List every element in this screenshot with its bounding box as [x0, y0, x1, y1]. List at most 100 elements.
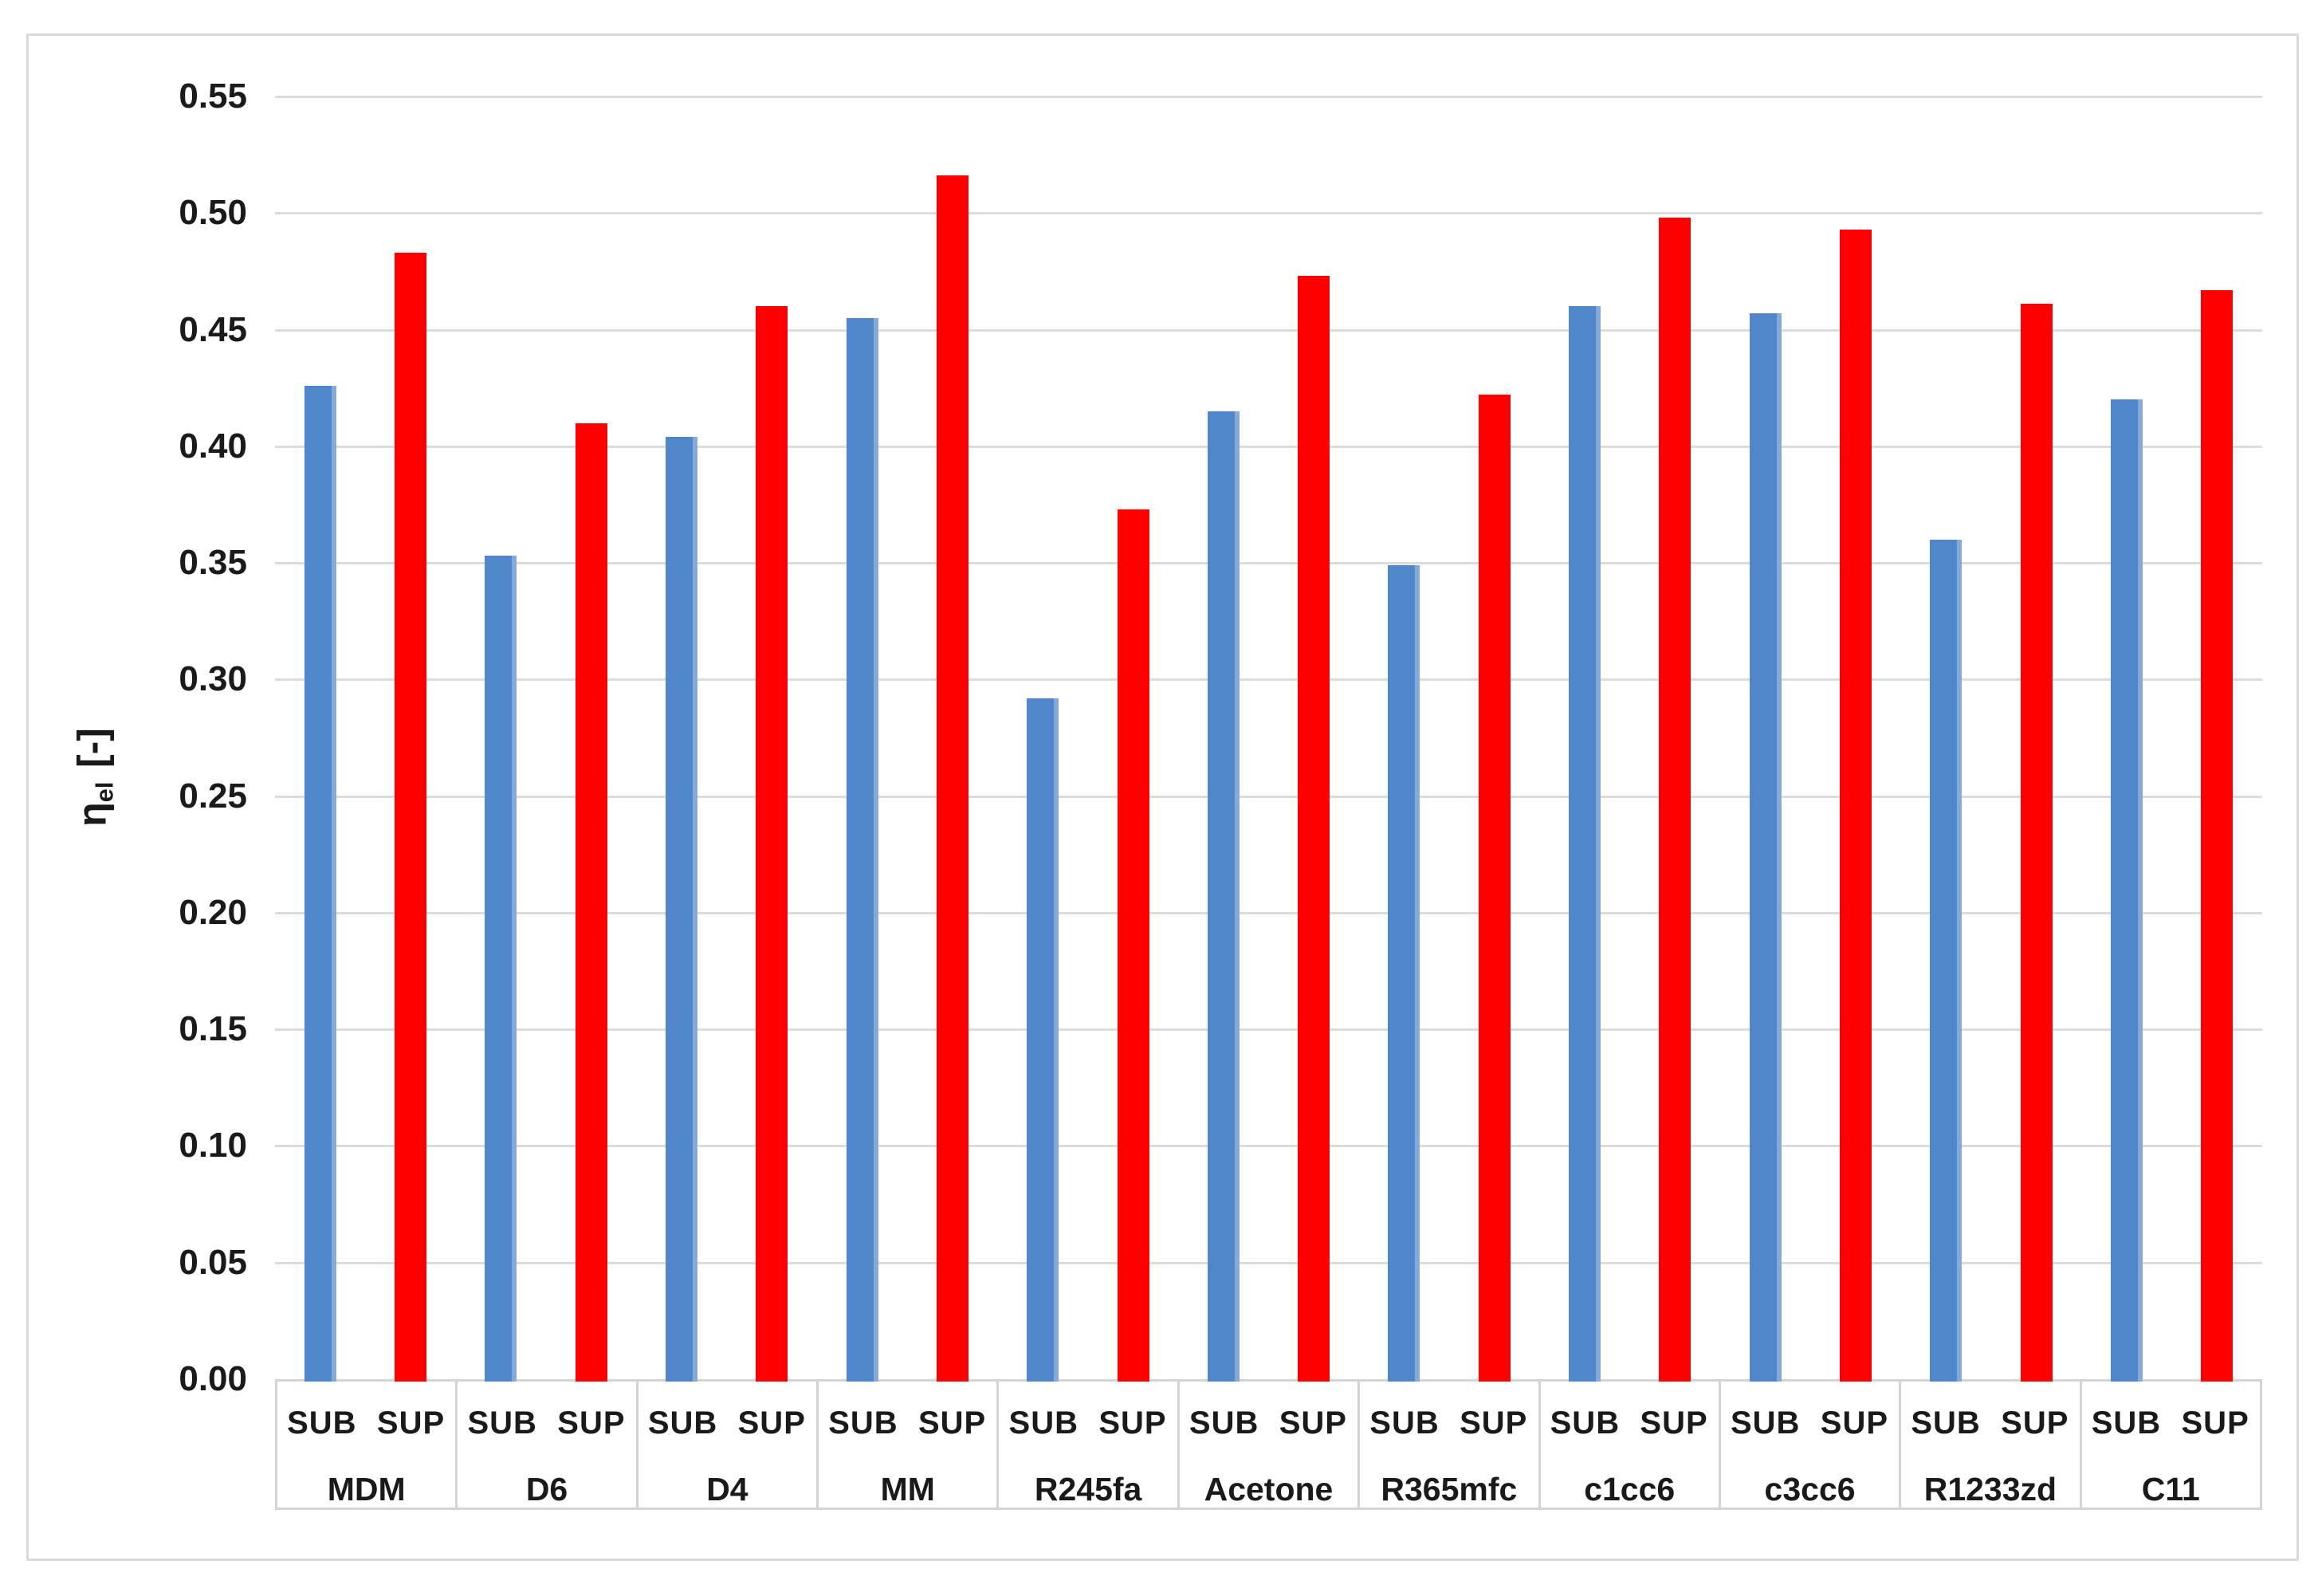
bar-label-row: SUB SUP — [1180, 1405, 1357, 1441]
category-label-c3cc6: c3cc6 — [1764, 1471, 1856, 1508]
bar-label-D4-SUB: SUB — [647, 1405, 718, 1441]
bar-D4-SUB — [666, 437, 697, 1382]
figure-border — [26, 33, 2299, 1561]
group-cell-MM: SUB SUP MM — [819, 1382, 1000, 1508]
bar-R1233zd-SUB — [1930, 540, 1962, 1382]
bar-C11-SUP — [2201, 290, 2233, 1382]
group-cell-c1cc6: SUB SUP c1cc6 — [1541, 1382, 1721, 1508]
bar-label-row: SUB SUP — [2082, 1405, 2260, 1441]
gridline-0.40 — [275, 446, 2262, 448]
bar-label-C11-SUP: SUP — [2181, 1405, 2249, 1441]
bar-MDM-SUP — [395, 253, 426, 1382]
gridline-0.30 — [275, 678, 2262, 681]
group-cell-C11: SUB SUP C11 — [2082, 1382, 2260, 1508]
bar-label-row: SUB SUP — [1901, 1405, 2079, 1441]
bar-label-D6-SUB: SUB — [467, 1405, 537, 1441]
y-tick-label-0.15: 0.15 — [179, 1009, 247, 1048]
gridline-0.15 — [275, 1028, 2262, 1031]
bar-R1233zd-SUP — [2021, 304, 2053, 1382]
group-cell-D4: SUB SUP D4 — [638, 1382, 819, 1508]
bar-label-c1cc6-SUB: SUB — [1550, 1405, 1621, 1441]
bar-label-row: SUB SUP — [458, 1405, 635, 1441]
y-axis-title-unit: [-] — [69, 728, 115, 769]
bar-MM-SUB — [847, 318, 878, 1382]
bar-label-D6-SUP: SUP — [557, 1405, 626, 1441]
category-label-R1233zd: R1233zd — [1923, 1471, 2057, 1508]
bar-Acetone-SUP — [1298, 276, 1330, 1382]
category-label-MM: MM — [880, 1471, 935, 1508]
bar-label-R1233zd-SUB: SUB — [1911, 1405, 1981, 1441]
bar-R365mfc-SUB — [1388, 565, 1420, 1382]
bar-C11-SUB — [2111, 399, 2143, 1382]
bar-R365mfc-SUP — [1479, 395, 1511, 1382]
y-tick-label-0.45: 0.45 — [179, 310, 247, 349]
category-label-MDM: MDM — [327, 1471, 406, 1508]
bar-c3cc6-SUP — [1840, 230, 1872, 1382]
y-tick-label-0.30: 0.30 — [179, 659, 247, 698]
bar-label-MDM-SUB: SUB — [287, 1405, 357, 1441]
y-tick-label-0.10: 0.10 — [179, 1126, 247, 1165]
group-cell-Acetone: SUB SUP Acetone — [1180, 1382, 1361, 1508]
bar-label-C11-SUB: SUB — [2091, 1405, 2162, 1441]
group-cell-D6: SUB SUP D6 — [458, 1382, 638, 1508]
bar-label-row: SUB SUP — [638, 1405, 816, 1441]
category-label-Acetone: Acetone — [1204, 1471, 1334, 1508]
y-tick-label-0.50: 0.50 — [179, 193, 247, 232]
bar-MDM-SUB — [304, 386, 336, 1382]
bar-R245fa-SUP — [1118, 509, 1149, 1382]
category-label-R365mfc: R365mfc — [1381, 1471, 1518, 1508]
category-label-D4: D4 — [706, 1471, 748, 1508]
bar-c1cc6-SUB — [1569, 306, 1601, 1382]
bar-label-R245fa-SUP: SUP — [1098, 1405, 1167, 1441]
y-tick-label-0.05: 0.05 — [179, 1243, 247, 1282]
group-cell-R365mfc: SUB SUP R365mfc — [1360, 1382, 1541, 1508]
bar-label-R245fa-SUB: SUB — [1008, 1405, 1078, 1441]
gridline-0.25 — [275, 796, 2262, 798]
bar-label-MM-SUP: SUP — [917, 1405, 987, 1441]
gridline-0.20 — [275, 912, 2262, 914]
group-cell-R245fa: SUB SUP R245fa — [999, 1382, 1180, 1508]
bar-label-row: SUB SUP — [1360, 1405, 1538, 1441]
bar-D4-SUP — [756, 306, 788, 1382]
category-label-c1cc6: c1cc6 — [1584, 1471, 1676, 1508]
gridline-0.05 — [275, 1262, 2262, 1264]
bar-label-row: SUB SUP — [819, 1405, 996, 1441]
bar-c1cc6-SUP — [1659, 218, 1691, 1382]
gridline-0.10 — [275, 1145, 2262, 1147]
bar-label-Acetone-SUB: SUB — [1189, 1405, 1259, 1441]
bar-label-row: SUB SUP — [277, 1405, 455, 1441]
bar-label-c3cc6-SUB: SUB — [1730, 1405, 1801, 1441]
y-tick-label-0.25: 0.25 — [179, 776, 247, 816]
bar-R245fa-SUB — [1027, 698, 1059, 1382]
bar-label-D4-SUP: SUP — [737, 1405, 806, 1441]
bar-Acetone-SUB — [1208, 411, 1240, 1382]
bar-label-MM-SUB: SUB — [828, 1405, 898, 1441]
category-label-R245fa: R245fa — [1034, 1471, 1142, 1508]
y-tick-label-0.40: 0.40 — [179, 427, 247, 466]
bar-D6-SUP — [576, 423, 607, 1382]
bar-c3cc6-SUB — [1750, 313, 1782, 1382]
y-tick-label-0.55: 0.55 — [179, 77, 247, 116]
y-tick-label-0.20: 0.20 — [179, 893, 247, 932]
bar-label-R365mfc-SUB: SUB — [1369, 1405, 1440, 1441]
group-cell-MDM: SUB SUP MDM — [277, 1382, 458, 1508]
bar-label-row: SUB SUP — [999, 1405, 1177, 1441]
y-tick-label-0.00: 0.00 — [179, 1359, 247, 1398]
bar-label-R365mfc-SUP: SUP — [1460, 1405, 1528, 1441]
bar-MM-SUP — [937, 175, 968, 1382]
group-cell-c3cc6: SUB SUP c3cc6 — [1721, 1382, 1902, 1508]
gridline-0.50 — [275, 212, 2262, 214]
y-tick-label-0.35: 0.35 — [179, 543, 247, 582]
x-axis-table: SUB SUP MDM SUB SUP D6 SUB SUP D4 SUB SUP MM SUB SUP R… — [275, 1379, 2262, 1510]
gridline-0.35 — [275, 562, 2262, 564]
bar-D6-SUB — [485, 556, 517, 1382]
bar-label-R1233zd-SUP: SUP — [2001, 1405, 2069, 1441]
bar-label-Acetone-SUP: SUP — [1279, 1405, 1347, 1441]
bar-label-row: SUB SUP — [1541, 1405, 1719, 1441]
gridline-0.55 — [275, 96, 2262, 98]
bar-label-c1cc6-SUP: SUP — [1640, 1405, 1708, 1441]
bar-label-MDM-SUP: SUP — [376, 1405, 446, 1441]
bar-label-row: SUB SUP — [1721, 1405, 1899, 1441]
bar-label-c3cc6-SUP: SUP — [1820, 1405, 1889, 1441]
